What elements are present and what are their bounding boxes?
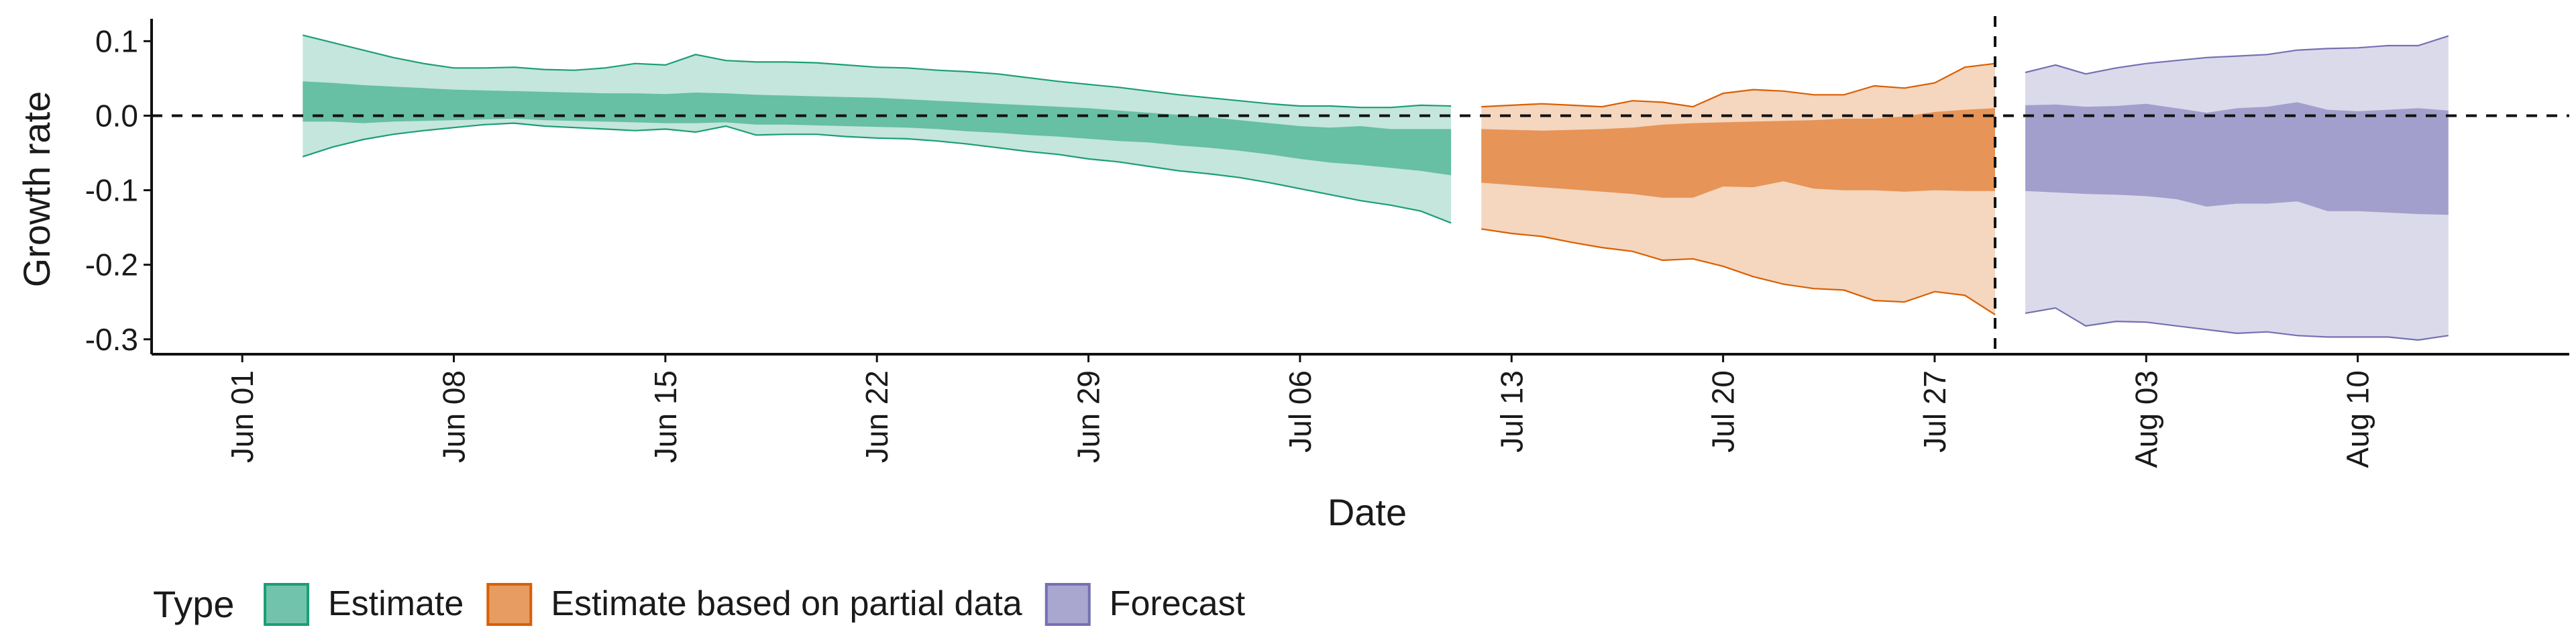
- x-tick-label: Jun 22: [859, 370, 894, 463]
- x-tick-label: Aug 10: [2341, 370, 2375, 468]
- band-90-estimate: [303, 35, 1452, 223]
- upper-90-line-forecast: [2025, 35, 2449, 75]
- lower-90-line-estimate-based-on-partial-data: [1481, 228, 1996, 316]
- band-50-estimate-based-on-partial-data: [1481, 108, 1995, 198]
- x-tick-label: Jul 13: [1494, 370, 1529, 453]
- x-tick-label: Jun 29: [1071, 370, 1106, 463]
- x-tick-label: Jul 06: [1283, 370, 1318, 453]
- axes: 0.1 0.0 -0.1 -0.2 -0.3 Jun 01 Jun 08 Jun 15 Jun …: [85, 19, 2569, 468]
- x-tick-label: Aug 03: [2129, 370, 2163, 468]
- legend-label-forecast: Forecast: [1110, 584, 1246, 623]
- y-tick-label: -0.3: [85, 322, 138, 357]
- legend-title: Type: [153, 583, 234, 625]
- y-axis-title: Growth rate: [15, 91, 58, 288]
- y-tick-label: -0.1: [85, 173, 138, 208]
- x-axis-title: Date: [1328, 491, 1407, 533]
- legend-label-estimate: Estimate: [328, 584, 464, 623]
- legend-key-estimate-based-on-partial-data: [486, 583, 533, 626]
- band-50-forecast: [2025, 102, 2449, 215]
- band-50-estimate: [303, 81, 1452, 176]
- y-tick-label: -0.2: [85, 248, 138, 282]
- lower-90-line-estimate: [302, 122, 1452, 224]
- legend-key-forecast: [1044, 583, 1091, 626]
- x-tick-label: Jul 27: [1917, 370, 1952, 453]
- plot-area: [152, 16, 2569, 354]
- lower-90-line-forecast: [2025, 307, 2449, 341]
- legend-label-estimate-based-on-partial-data: Estimate based on partial data: [551, 584, 1022, 623]
- x-tick-label: Jul 20: [1706, 370, 1741, 453]
- x-tick-label: Jun 01: [225, 370, 260, 463]
- y-tick-label: 0.0: [95, 98, 138, 133]
- legend: Type Estimate Estimate based on partial d…: [153, 583, 1246, 626]
- y-tick-label: 0.1: [95, 23, 138, 58]
- x-tick-label: Jun 08: [437, 370, 472, 463]
- x-tick-label: Jun 15: [648, 370, 683, 463]
- upper-90-line-estimate: [303, 34, 1452, 109]
- upper-90-line-estimate-based-on-partial-data: [1481, 62, 1996, 108]
- legend-key-estimate: [264, 583, 309, 626]
